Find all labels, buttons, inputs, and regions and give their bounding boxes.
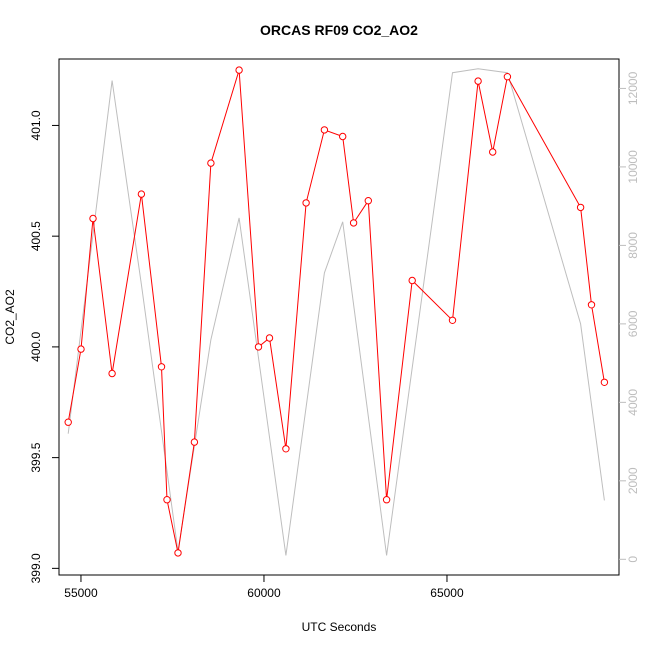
data-point xyxy=(254,343,263,351)
data-point xyxy=(265,334,274,342)
y-axis-label: CO2_AO2 xyxy=(3,289,17,345)
data-point xyxy=(320,126,329,134)
y2-tick-label: 0 xyxy=(626,556,640,563)
data-point xyxy=(576,203,585,212)
secondary-series-line xyxy=(67,68,605,556)
data-point xyxy=(108,369,116,378)
y-tick-label: 399.5 xyxy=(29,442,43,472)
data-point xyxy=(235,66,243,74)
data-point xyxy=(89,214,97,223)
data-point xyxy=(382,496,391,504)
data-point xyxy=(64,418,72,426)
data-point xyxy=(157,363,166,371)
data-point xyxy=(364,197,372,205)
data-point xyxy=(503,73,512,81)
y2-tick-label: 10000 xyxy=(626,150,640,184)
data-point xyxy=(137,190,146,198)
y-axis: 399.0 399.5 400.0 400.5 401.0 xyxy=(29,110,59,583)
x-tick-label: 55000 xyxy=(64,586,98,600)
primary-series-line xyxy=(67,69,605,554)
primary-series xyxy=(64,66,609,557)
y-tick-label: 401.0 xyxy=(29,110,43,140)
plot-frame xyxy=(58,58,620,576)
data-point xyxy=(174,549,182,557)
data-point xyxy=(587,301,596,309)
y2-tick-label: 6000 xyxy=(626,310,640,337)
data-point xyxy=(408,276,416,285)
data-point xyxy=(600,378,609,386)
data-point xyxy=(77,345,85,353)
y-tick-label: 399.0 xyxy=(29,553,43,583)
y2-tick-label: 12000 xyxy=(626,71,640,105)
data-point xyxy=(282,445,290,453)
y2-tick-label: 2000 xyxy=(626,467,640,494)
y2-tick-label: 8000 xyxy=(626,232,640,259)
x-axis-label: UTC Seconds xyxy=(302,620,377,634)
x-tick-label: 60000 xyxy=(247,586,281,600)
x-axis: 55000 60000 65000 xyxy=(64,575,464,600)
data-point xyxy=(474,77,482,85)
data-point xyxy=(448,316,457,324)
data-point xyxy=(489,148,497,156)
y2-axis: 0 2000 4000 6000 8000 10000 12000 xyxy=(619,71,640,563)
y-tick-label: 400.0 xyxy=(29,332,43,362)
data-point xyxy=(207,159,215,167)
data-point xyxy=(163,496,171,504)
y-tick-label: 400.5 xyxy=(29,221,43,251)
chart-title: ORCAS RF09 CO2_AO2 xyxy=(260,22,418,38)
y2-tick-label: 4000 xyxy=(626,389,640,416)
data-point xyxy=(302,199,310,207)
secondary-series xyxy=(67,68,605,556)
data-point xyxy=(339,132,347,141)
data-point xyxy=(190,438,199,446)
data-point xyxy=(349,219,358,227)
x-tick-label: 65000 xyxy=(430,586,464,600)
